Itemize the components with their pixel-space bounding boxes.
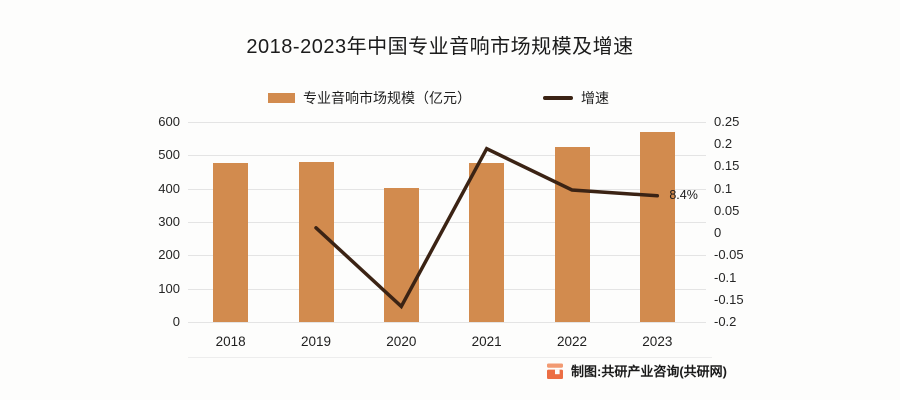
y-axis-right-tick: 0.15 bbox=[714, 158, 740, 174]
bar-2021 bbox=[469, 162, 505, 322]
gongyan-logo-icon bbox=[547, 363, 563, 379]
legend-line-label: 增速 bbox=[581, 90, 609, 106]
y-axis-left-tick: 600 bbox=[158, 114, 180, 129]
y-axis-left-tick: 500 bbox=[158, 147, 180, 163]
legend-bar-label: 专业音响市场规模（亿元） bbox=[303, 90, 471, 106]
gridline bbox=[188, 188, 706, 190]
bar-2020 bbox=[383, 188, 419, 322]
growth-line-svg bbox=[314, 146, 660, 310]
y-axis-right-tick: -0.1 bbox=[714, 269, 737, 285]
x-axis-label-2023: 2023 bbox=[642, 334, 673, 349]
legend-item-growth: 增速 bbox=[543, 88, 609, 108]
bar-2018 bbox=[213, 163, 249, 322]
bar-2023 bbox=[639, 132, 675, 322]
y-axis-right-tick: -0.15 bbox=[714, 291, 744, 307]
chart-title: 2018-2023年中国专业音响市场规模及增速 bbox=[246, 36, 634, 58]
y-axis-right-tick: 0.05 bbox=[714, 202, 740, 218]
credit-footer: 制图:共研产业咨询(共研网) bbox=[546, 361, 727, 380]
y-axis-left-tick: 100 bbox=[158, 280, 180, 296]
y-axis-right-tick: 0.25 bbox=[714, 114, 740, 129]
gridline bbox=[188, 322, 706, 323]
bar-swatch-icon bbox=[268, 93, 295, 103]
x-axis-label-2019: 2019 bbox=[300, 334, 332, 349]
bar-2022 bbox=[554, 147, 590, 322]
y-axis-left-tick: 200 bbox=[158, 247, 180, 263]
y-axis-right-tick: -0.2 bbox=[714, 314, 737, 329]
legend: 专业音响市场规模（亿元） 增速 bbox=[268, 88, 609, 108]
x-axis-label-2018: 2018 bbox=[215, 334, 246, 349]
line-swatch-icon bbox=[543, 96, 573, 100]
y-axis-right-tick: -0.05 bbox=[714, 247, 744, 263]
x-axis-label-2020: 2020 bbox=[386, 334, 417, 349]
gridline bbox=[188, 288, 706, 290]
bar-2019 bbox=[298, 161, 334, 322]
credit-text: 制图:共研产业咨询(共研网) bbox=[571, 364, 727, 379]
x-axis-baseline bbox=[188, 357, 712, 358]
y-axis-left-tick: 0 bbox=[172, 314, 180, 329]
growth-line bbox=[314, 146, 660, 310]
line-end-label: 8.4% bbox=[669, 187, 698, 202]
gridline bbox=[188, 255, 706, 257]
legend-item-market-size: 专业音响市场规模（亿元） bbox=[268, 88, 471, 108]
y-axis-right-tick: 0.1 bbox=[714, 180, 733, 196]
x-axis-label-2022: 2022 bbox=[556, 334, 588, 349]
y-axis-right-tick: 0.2 bbox=[714, 136, 733, 152]
x-axis-label-2021: 2021 bbox=[471, 334, 502, 349]
gridline bbox=[188, 155, 706, 157]
y-axis-left-tick: 400 bbox=[158, 180, 180, 196]
y-axis-right-tick: 0 bbox=[714, 225, 722, 241]
y-axis-left-tick: 300 bbox=[158, 214, 180, 229]
gridline bbox=[188, 122, 706, 123]
